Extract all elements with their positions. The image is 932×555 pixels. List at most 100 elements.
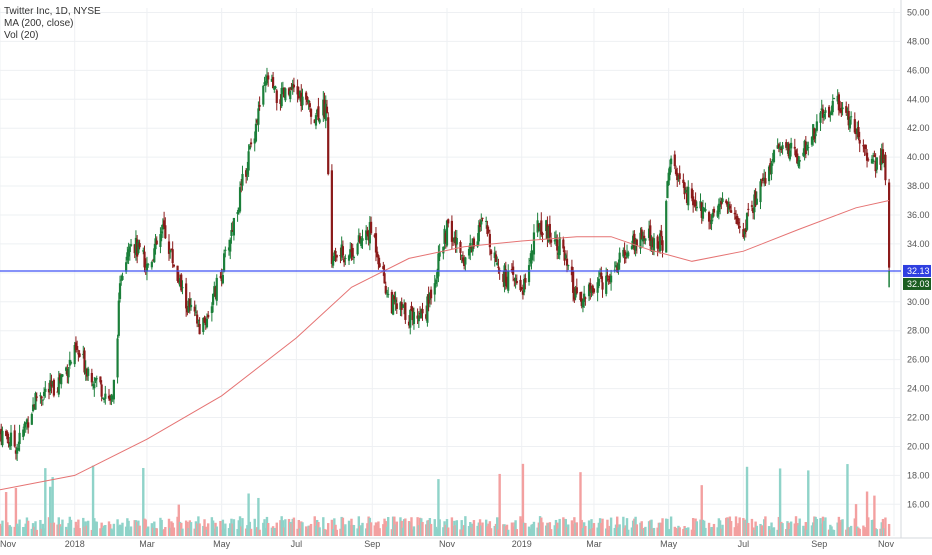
candle-body [854, 130, 858, 135]
volume-bar [486, 526, 489, 536]
volume-bar [652, 527, 656, 536]
volume-bar [437, 479, 440, 536]
candle-body [417, 315, 420, 322]
candle-body [830, 110, 833, 115]
volume-bar [357, 516, 361, 536]
candle-body [752, 207, 755, 213]
candle-body [238, 187, 242, 212]
volume-bar [219, 520, 222, 536]
volume-bar [538, 516, 542, 536]
candle-body [661, 240, 664, 251]
volume-bar [340, 516, 343, 536]
volume-bar [151, 527, 155, 536]
candle-body [142, 250, 145, 252]
x-tick-label: Jul [738, 539, 750, 549]
candle-body [221, 275, 224, 284]
volume-bar [657, 522, 661, 536]
volume-bar [489, 528, 493, 536]
candle-body [575, 287, 578, 294]
candle-body [16, 447, 19, 454]
candle-body [196, 314, 199, 324]
candle-body [614, 265, 618, 268]
volume-bar [693, 529, 696, 536]
volume-bar [361, 522, 364, 536]
volume-bar [391, 516, 395, 536]
volume-bar [853, 518, 857, 536]
candle-body [300, 92, 303, 106]
candle-body [476, 241, 479, 247]
candle-body [815, 121, 818, 131]
volume-bar [150, 523, 154, 536]
candle-body [164, 225, 167, 239]
volume-bar [13, 526, 16, 536]
volume-bar [61, 519, 64, 536]
volume-bar [193, 528, 196, 536]
volume-bar [821, 516, 825, 536]
candle-body [274, 86, 277, 88]
volume-bar [453, 520, 456, 536]
volume-bar [820, 523, 823, 536]
candle-body [93, 384, 96, 389]
candle-body [333, 252, 336, 261]
y-tick-label: 48.00 [907, 36, 930, 46]
volume-bar [699, 519, 702, 536]
candle-body [753, 194, 756, 213]
candle-body [100, 384, 103, 397]
volume-bar [751, 527, 755, 536]
candle-body [305, 92, 308, 100]
volume-bar [515, 529, 519, 536]
volume-bar [858, 528, 861, 536]
candle-body [205, 318, 209, 328]
candle-body [600, 272, 603, 280]
volume-bar [393, 516, 396, 536]
volume-bar [344, 524, 347, 536]
candle-body [605, 275, 608, 294]
candle-body [145, 263, 149, 272]
candle-body [279, 99, 282, 104]
candle-body [716, 210, 719, 217]
volume-bar [126, 518, 129, 536]
candle-body [505, 281, 509, 287]
volume-bar [596, 527, 599, 536]
volume-bar [788, 529, 792, 536]
volume-bar [614, 524, 618, 536]
candle-body [760, 179, 763, 181]
candle-body [596, 282, 599, 293]
volume-bar [803, 528, 806, 536]
volume-bar [394, 524, 397, 536]
candle-body [541, 233, 544, 236]
candle-body [583, 293, 586, 302]
volume-bar [734, 516, 738, 536]
volume-bar [683, 526, 686, 536]
volume-bar [387, 517, 390, 536]
volume-bar [582, 522, 586, 536]
candle-body [267, 75, 270, 80]
candle-body [78, 353, 81, 357]
volume-bar [298, 528, 302, 536]
candle-body [176, 265, 179, 281]
volume-bar [335, 529, 338, 536]
candle-body [821, 109, 825, 118]
volume-bar [789, 521, 793, 536]
candle-body [69, 362, 73, 364]
candle-body [622, 249, 625, 257]
candle-body [564, 255, 567, 259]
volume-bar [546, 522, 549, 536]
candle-body [660, 230, 663, 237]
candle-body [104, 393, 107, 399]
volume-bar [677, 525, 680, 536]
candle-body [856, 128, 859, 135]
volume-bar [445, 519, 449, 536]
candle-body [493, 252, 496, 258]
candle-body [794, 150, 798, 158]
volume-bar [627, 529, 630, 536]
volume-bar [451, 526, 455, 536]
volume-bar [540, 517, 543, 536]
volume-bar [107, 521, 111, 536]
candle-body [421, 309, 424, 314]
candle-body [273, 86, 276, 90]
volume-bar [352, 525, 356, 536]
volume-bar [341, 517, 345, 536]
candle-body [477, 225, 480, 242]
volume-bar [94, 521, 97, 536]
